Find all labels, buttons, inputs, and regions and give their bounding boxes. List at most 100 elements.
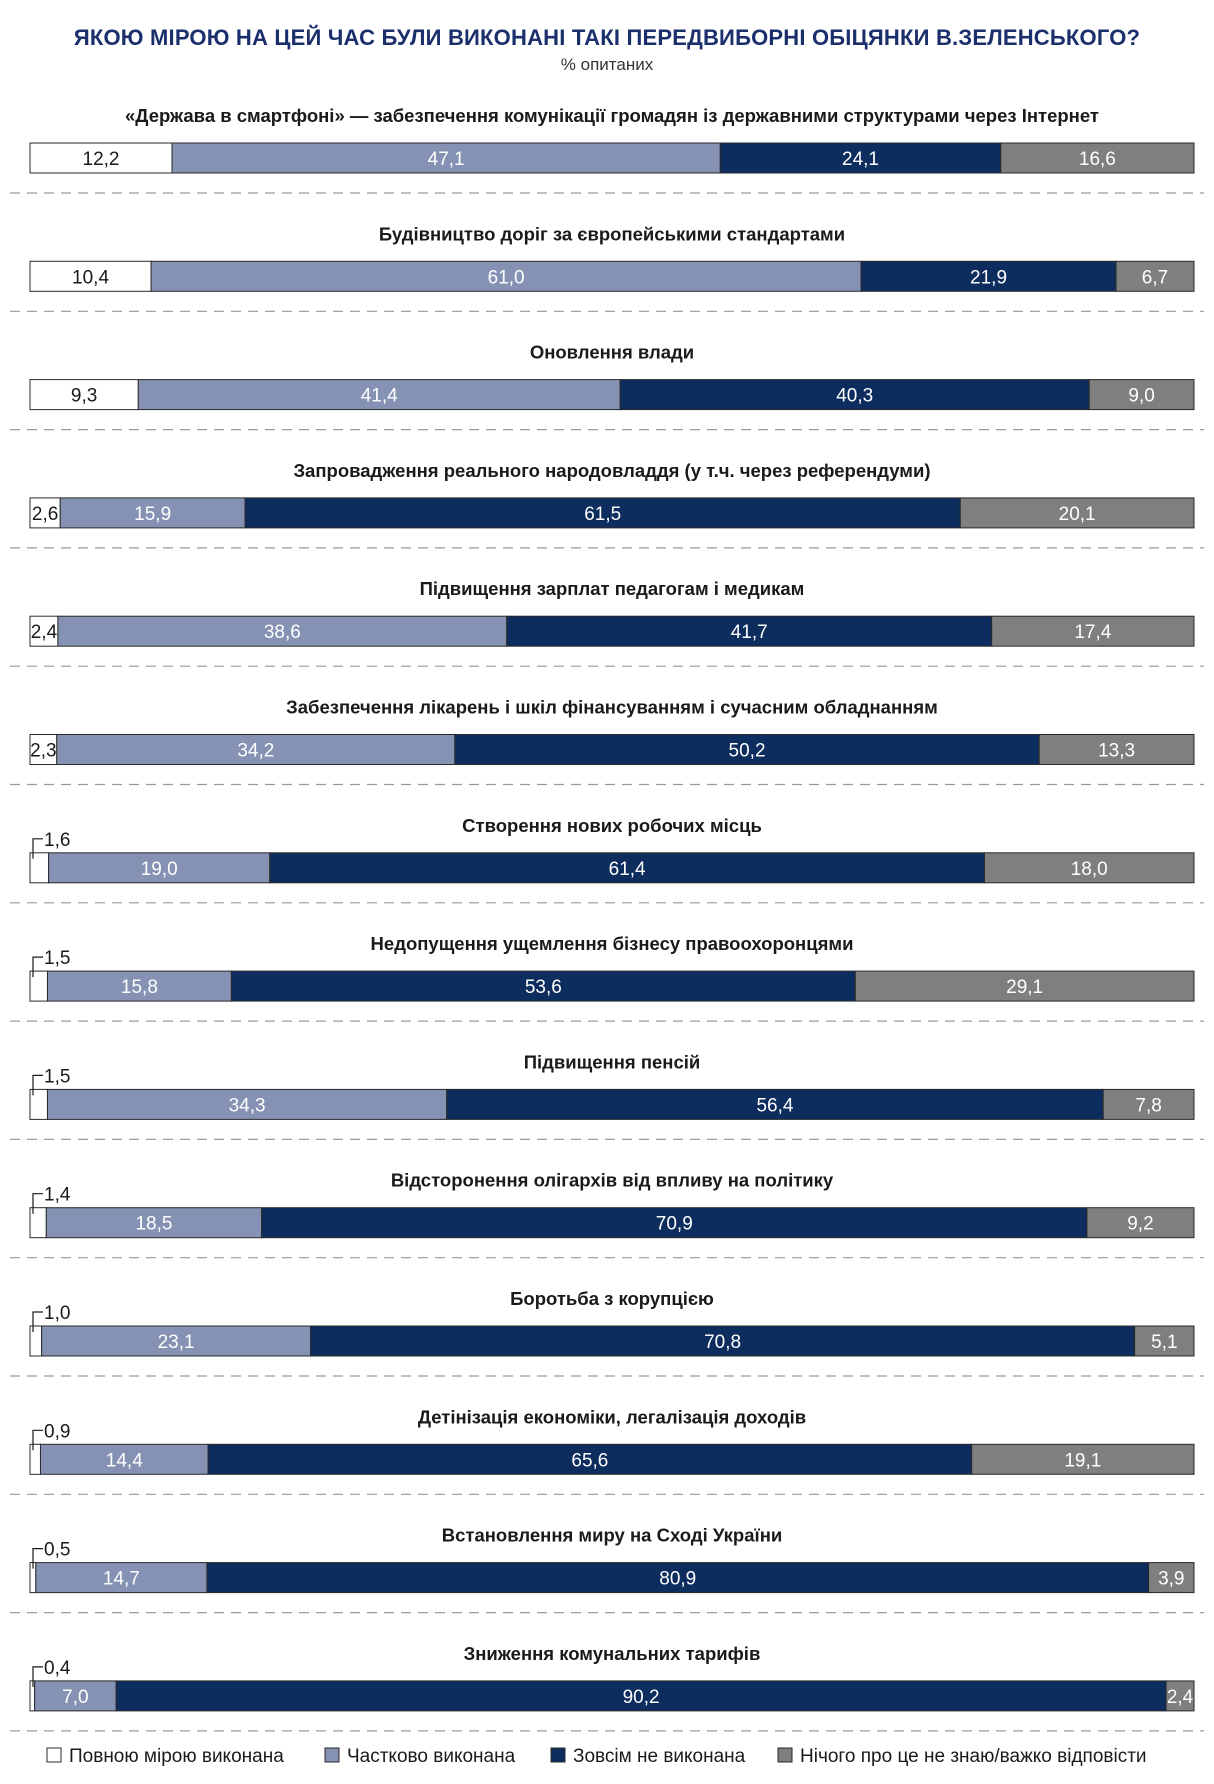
value-label: 61,5 xyxy=(584,504,621,525)
legend-swatch xyxy=(324,1747,340,1763)
value-label: 1,4 xyxy=(44,1185,71,1206)
bar-segment-partially-done xyxy=(39,1443,209,1475)
value-label: 6,7 xyxy=(1142,267,1168,288)
bar-segment-partially-done xyxy=(46,1088,448,1120)
value-leader-line xyxy=(32,1193,43,1214)
bar-segment-partially-done xyxy=(137,379,621,411)
value-label: 2,4 xyxy=(1167,1687,1194,1708)
bar-segment-dont-know xyxy=(1088,379,1195,411)
value-label: 19,1 xyxy=(1064,1450,1101,1471)
category-label: Підвищення пенсій xyxy=(524,1051,701,1072)
bar-segment-partially-done xyxy=(41,1325,312,1357)
bar-segment-dont-know xyxy=(1038,734,1195,765)
value-label: 0,4 xyxy=(44,1658,71,1679)
value-label: 38,6 xyxy=(264,622,301,643)
category-label: Зниження комунальних тарифів xyxy=(464,1643,761,1664)
bar-segment-partially-done xyxy=(34,1680,117,1712)
bar-segment-dont-know xyxy=(1000,142,1195,174)
value-label: 29,1 xyxy=(1006,977,1043,998)
bar-segment-not-done xyxy=(115,1680,1167,1712)
bar-segment-fully-done xyxy=(29,1443,41,1475)
value-label: 12,2 xyxy=(83,149,120,170)
bar-segment-not-done xyxy=(719,142,1002,174)
bar-segment-dont-know xyxy=(1115,260,1195,292)
bar-segment-not-done xyxy=(206,1562,1150,1594)
value-label: 20,1 xyxy=(1059,504,1096,525)
value-leader-line xyxy=(32,1429,43,1451)
bar-segment-dont-know xyxy=(1086,1207,1195,1239)
legend: Повною мірою виконана Частково виконана Зо… xyxy=(46,1746,1147,1767)
value-label: 61,4 xyxy=(609,859,646,880)
value-leader-line xyxy=(32,1074,43,1096)
bar-segment-partially-done xyxy=(56,734,456,765)
value-label: 50,2 xyxy=(729,741,766,762)
value-label: 18,5 xyxy=(135,1214,172,1235)
legend-swatch xyxy=(550,1747,566,1763)
chart-row: Забезпечення лікарень і шкіл фінансуванн… xyxy=(10,697,1204,786)
value-label: 2,6 xyxy=(32,504,58,525)
bar-segment-dont-know xyxy=(1102,1088,1195,1120)
chart-row: Запровадження реального народовладдя (у … xyxy=(10,460,1204,549)
chart-row: Оновлення влади 9,3 41,4 40,3 9,0 xyxy=(10,342,1204,431)
value-leader-line xyxy=(32,1548,43,1569)
value-label: 13,3 xyxy=(1098,741,1135,762)
category-label: Детінізація економіки, легалізація доход… xyxy=(418,1406,806,1427)
value-label: 56,4 xyxy=(756,1095,793,1116)
value-label: 10,4 xyxy=(72,267,109,288)
category-label: Будівництво доріг за європейськими станд… xyxy=(379,223,845,244)
chart-row: Відсторонення олігархів від впливу на по… xyxy=(10,1170,1204,1259)
chart-row: Боротьба з корупцією 1,0 23,1 70,8 5,1 xyxy=(10,1288,1204,1377)
value-label: 17,4 xyxy=(1074,622,1111,643)
value-label: 9,3 xyxy=(71,386,97,407)
bar-segment-partially-done xyxy=(46,970,232,1002)
chart-row: Підвищення зарплат педагогам і медикам 2,… xyxy=(10,578,1204,667)
bar-segment-not-done xyxy=(269,852,985,884)
value-label: 14,4 xyxy=(106,1450,143,1471)
value-label: 1,0 xyxy=(44,1303,70,1324)
legend-label: Частково виконана xyxy=(347,1746,516,1767)
legend-swatch xyxy=(777,1747,793,1763)
value-label: 9,2 xyxy=(1127,1214,1153,1235)
value-label: 5,1 xyxy=(1151,1332,1177,1353)
bar-segment-dont-know xyxy=(983,852,1195,884)
value-label: 90,2 xyxy=(623,1687,660,1708)
bar-segment-partially-done xyxy=(59,497,246,529)
category-label: Забезпечення лікарень і шкіл фінансуванн… xyxy=(286,697,938,718)
value-label: 1,6 xyxy=(44,830,70,851)
value-label: 1,5 xyxy=(44,948,70,969)
value-label: 41,4 xyxy=(361,386,398,407)
bar-segment-not-done xyxy=(261,1207,1088,1239)
value-label: 34,2 xyxy=(237,741,274,762)
value-label: 7,8 xyxy=(1135,1095,1161,1116)
category-label: Встановлення миру на Сході України xyxy=(442,1525,783,1546)
bar-segment-dont-know xyxy=(1148,1562,1195,1594)
bar-segment-not-done xyxy=(619,379,1090,411)
bar-segment-dont-know xyxy=(971,1443,1195,1475)
value-label: 14,7 xyxy=(103,1569,140,1590)
legend-item: Зовсім не виконана xyxy=(550,1746,746,1767)
value-leader-line xyxy=(32,838,43,859)
legend-item: Нічого про це не знаю/важко відповісти xyxy=(777,1746,1147,1767)
value-leader-line xyxy=(32,1666,43,1687)
bar-segment-not-done xyxy=(207,1443,973,1475)
bar-segment-fully-done xyxy=(29,142,173,174)
chart-subtitle: % опитаних xyxy=(561,55,654,74)
legend-swatch xyxy=(46,1747,62,1763)
value-label: 2,4 xyxy=(31,622,58,643)
bar-segment-dont-know xyxy=(1134,1325,1195,1357)
chart-row: Детінізація економіки, легалізація доход… xyxy=(10,1406,1204,1495)
value-label: 47,1 xyxy=(428,149,465,170)
value-label: 23,1 xyxy=(158,1332,195,1353)
value-label: 70,9 xyxy=(656,1214,693,1235)
value-label: 80,9 xyxy=(659,1569,696,1590)
bar-segment-fully-done xyxy=(29,1325,43,1357)
value-label: 65,6 xyxy=(571,1450,608,1471)
value-label: 15,9 xyxy=(134,504,171,525)
bar-segment-not-done xyxy=(860,260,1117,292)
chart-row: Створення нових робочих місць 1,6 19,0 61,4… xyxy=(10,815,1204,904)
bar-segment-partially-done xyxy=(150,260,862,292)
category-label: Недопущення ущемлення бізнесу правоохоро… xyxy=(371,933,854,954)
value-label: 0,9 xyxy=(44,1421,70,1442)
chart-row: Підвищення пенсій 1,5 34,3 56,4 7,8 xyxy=(10,1051,1204,1141)
